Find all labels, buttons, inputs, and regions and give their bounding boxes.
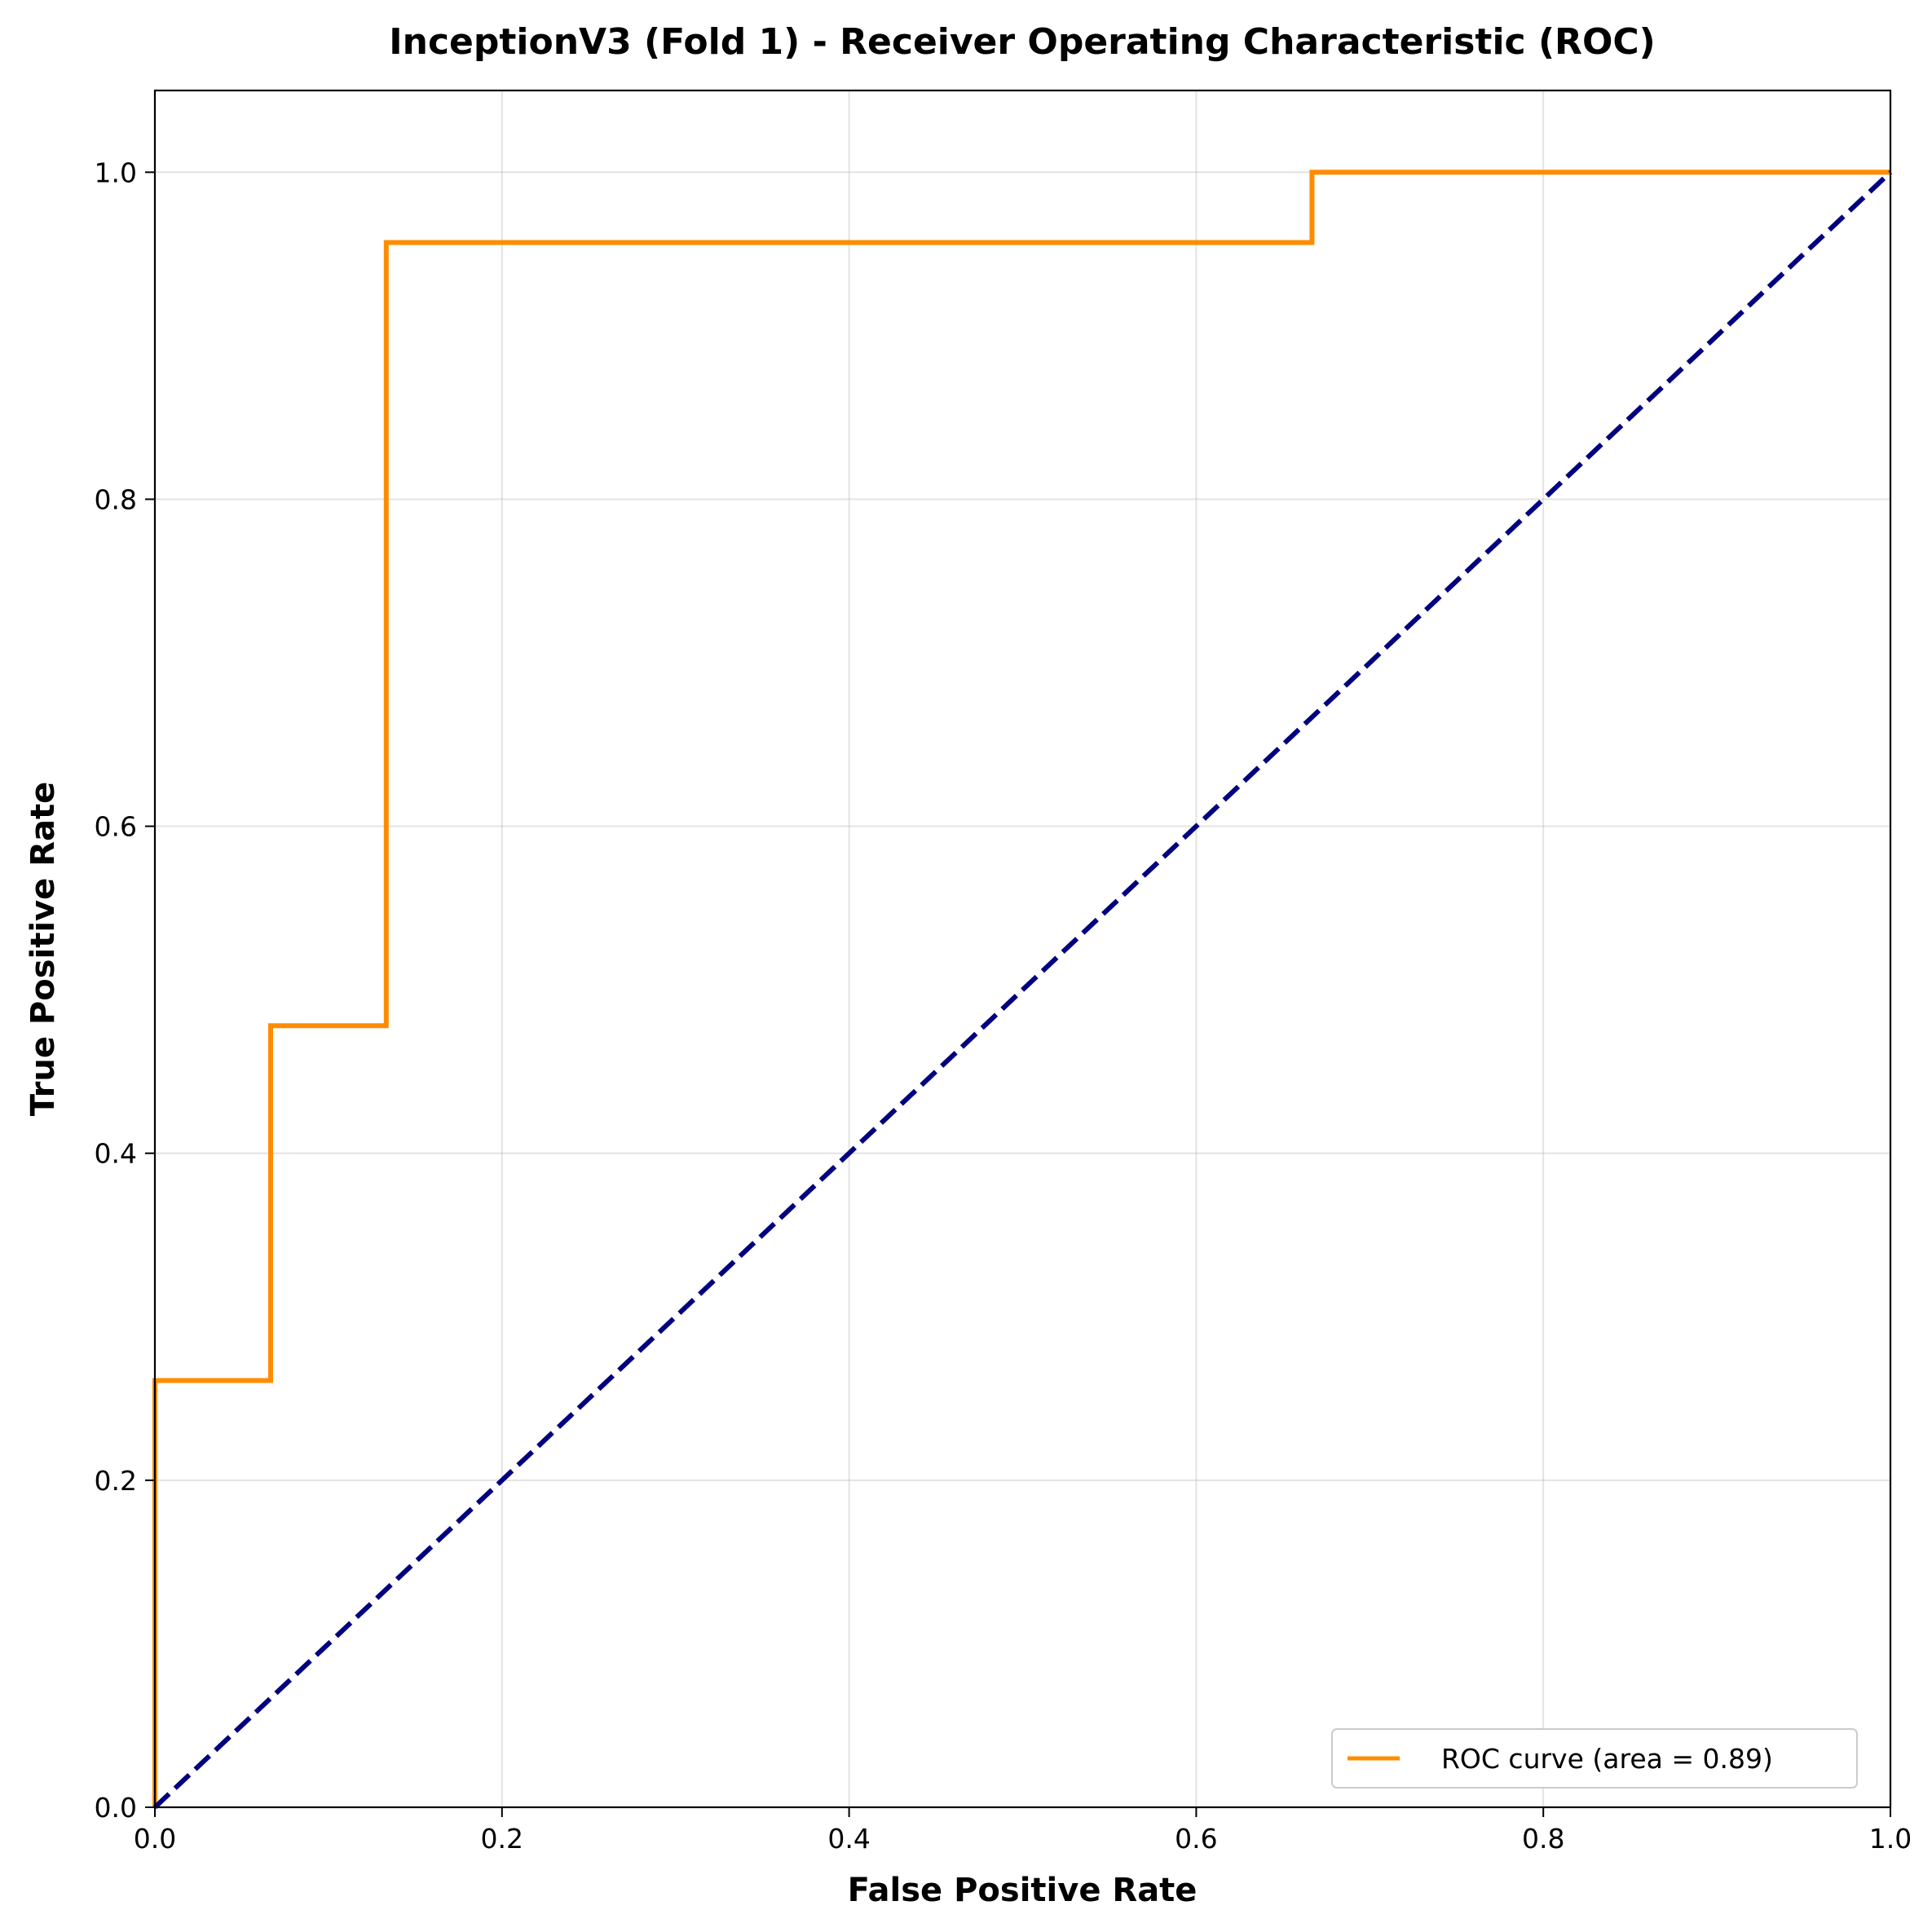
x-tick-label: 0.6 bbox=[1175, 1823, 1217, 1855]
x-tick-label: 0.0 bbox=[134, 1823, 176, 1855]
y-tick-label: 0.6 bbox=[95, 811, 137, 843]
chart-title: InceptionV3 (Fold 1) - Receiver Operatin… bbox=[389, 21, 1656, 63]
ticks-layer: 0.0 0.2 0.4 0.6 0.8 1.0 0.0 0.2 0.4 0.6 0.8 1.0 bbox=[95, 157, 1912, 1855]
x-tick-label: 0.8 bbox=[1522, 1823, 1564, 1855]
diagonal-reference-line bbox=[152, 170, 1893, 1810]
legend: ROC curve (area = 0.89) bbox=[1331, 1728, 1858, 1789]
y-tick-label: 0.2 bbox=[95, 1465, 137, 1497]
x-tick-label: 0.4 bbox=[827, 1823, 870, 1855]
y-tick-label: 0.4 bbox=[95, 1138, 137, 1170]
y-tick-label: 1.0 bbox=[95, 157, 137, 188]
plot-frame bbox=[153, 89, 1892, 1809]
y-axis-label: True Positive Rate bbox=[24, 782, 62, 1116]
x-axis-label: False Positive Rate bbox=[848, 1872, 1198, 1909]
roc-curve-line bbox=[152, 170, 1890, 1807]
legend-box bbox=[1331, 1728, 1858, 1789]
x-tick-label: 1.0 bbox=[1869, 1823, 1912, 1855]
legend-roc-label: ROC curve (area = 0.89) bbox=[1441, 1743, 1773, 1775]
y-tick-label: 0.0 bbox=[95, 1792, 137, 1824]
y-tick-label: 0.8 bbox=[95, 483, 137, 515]
x-tick-label: 0.2 bbox=[481, 1823, 523, 1855]
series-layer bbox=[152, 170, 1893, 1810]
